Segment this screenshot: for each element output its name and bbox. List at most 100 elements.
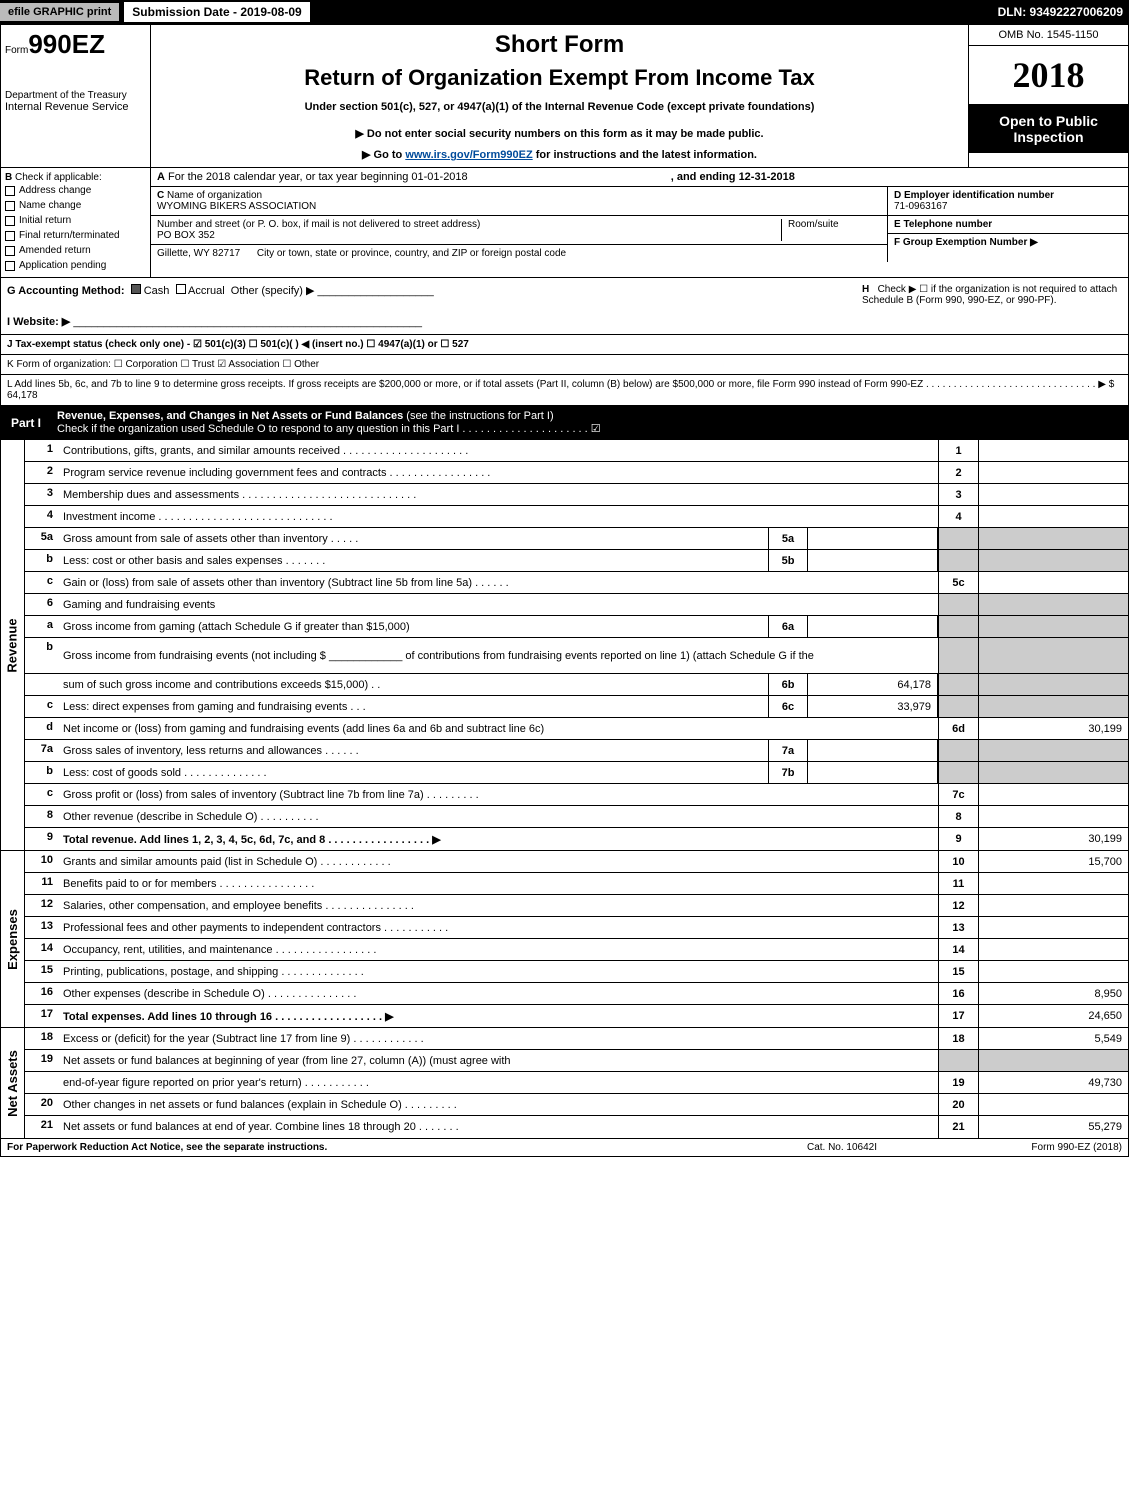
irs-link[interactable]: www.irs.gov/Form990EZ <box>405 149 532 161</box>
line-11-val <box>978 873 1128 894</box>
revenue-side-label: Revenue <box>1 440 25 850</box>
line-13-val <box>978 917 1128 938</box>
row-l: L Add lines 5b, 6c, and 7b to line 9 to … <box>0 375 1129 406</box>
line-13-num: 13 <box>25 917 59 938</box>
application-pending-checkbox[interactable] <box>5 261 15 271</box>
line-19b-val: 49,730 <box>978 1072 1128 1093</box>
revenue-body: 1Contributions, gifts, grants, and simil… <box>25 440 1128 850</box>
line-6a-shaded <box>938 616 978 637</box>
address-change-checkbox[interactable] <box>5 186 15 196</box>
dept-treasury: Department of the Treasury <box>5 90 146 101</box>
city-label: City or town, state or province, country… <box>257 248 566 259</box>
footer-form-ref: Form 990-EZ (2018) <box>942 1142 1122 1153</box>
revenue-section: Revenue 1Contributions, gifts, grants, a… <box>0 440 1129 851</box>
line-6b2-num <box>25 674 59 695</box>
row-j: J Tax-exempt status (check only one) - ☑… <box>0 335 1129 355</box>
f-label: F Group Exemption Number ▶ <box>894 237 1038 248</box>
initial-return-label: Initial return <box>19 215 71 226</box>
name-change-checkbox[interactable] <box>5 201 15 211</box>
line-7a-sub: 7a <box>768 740 808 761</box>
line-5b-shaded <box>938 550 978 571</box>
line-8-box: 8 <box>938 806 978 827</box>
line-13-desc: Professional fees and other payments to … <box>59 917 938 938</box>
go-to-link: ▶ Go to www.irs.gov/Form990EZ for instru… <box>157 148 962 161</box>
d-label: D Employer identification number <box>894 190 1054 201</box>
line-5a-desc: Gross amount from sale of assets other t… <box>59 528 768 549</box>
line-6-shaded-val <box>978 594 1128 615</box>
j-text: J Tax-exempt status (check only one) - ☑… <box>7 339 469 350</box>
k-text: K Form of organization: ☐ Corporation ☐ … <box>7 359 319 370</box>
line-11-box: 11 <box>938 873 978 894</box>
line-17-box: 17 <box>938 1005 978 1027</box>
return-title: Return of Organization Exempt From Incom… <box>157 65 962 91</box>
line-19b-desc: end-of-year figure reported on prior yea… <box>59 1072 938 1093</box>
efile-print-button[interactable]: efile GRAPHIC print <box>0 3 119 21</box>
line-5b-sub: 5b <box>768 550 808 571</box>
line-20-box: 20 <box>938 1094 978 1115</box>
line-7c-num: c <box>25 784 59 805</box>
line-5b-shaded-val <box>978 550 1128 571</box>
line-8-desc: Other revenue (describe in Schedule O) .… <box>59 806 938 827</box>
telephone-box: E Telephone number <box>888 216 1128 234</box>
part-1-check-line: Check if the organization used Schedule … <box>57 423 601 435</box>
line-10-val: 15,700 <box>978 851 1128 872</box>
line-4-box: 4 <box>938 506 978 527</box>
i-website-label: I Website: ▶ <box>7 316 70 328</box>
line-16-num: 16 <box>25 983 59 1004</box>
accrual-checkbox[interactable] <box>176 284 186 294</box>
form-number: 990EZ <box>28 29 105 59</box>
final-return-checkbox[interactable] <box>5 231 15 241</box>
line-6-desc: Gaming and fundraising events <box>59 594 938 615</box>
part-1-title: Revenue, Expenses, and Changes in Net As… <box>51 406 1128 439</box>
line-5a-shaded-val <box>978 528 1128 549</box>
line-5b-subval <box>808 550 938 571</box>
line-17-num: 17 <box>25 1005 59 1027</box>
line-6b2-sub: 6b <box>768 674 808 695</box>
revenue-side-text: Revenue <box>5 618 20 672</box>
line-7b-desc: Less: cost of goods sold . . . . . . . .… <box>59 762 768 783</box>
under-section: Under section 501(c), 527, or 4947(a)(1)… <box>157 101 962 113</box>
line-12-val <box>978 895 1128 916</box>
line-6c-sub: 6c <box>768 696 808 717</box>
amended-return-label: Amended return <box>19 245 91 256</box>
address-change-label: Address change <box>19 185 91 196</box>
part-1-label: Part I <box>1 412 51 434</box>
line-1-desc: Contributions, gifts, grants, and simila… <box>59 440 938 461</box>
line-4-desc: Investment income . . . . . . . . . . . … <box>59 506 938 527</box>
footer-paperwork: For Paperwork Reduction Act Notice, see … <box>7 1142 742 1153</box>
line-1-val <box>978 440 1128 461</box>
part-1-title-bold: Revenue, Expenses, and Changes in Net As… <box>57 410 403 422</box>
amended-return-checkbox[interactable] <box>5 246 15 256</box>
line-6b-num: b <box>25 638 59 673</box>
line-1-box: 1 <box>938 440 978 461</box>
street-label: Number and street (or P. O. box, if mail… <box>157 219 480 230</box>
line-12-box: 12 <box>938 895 978 916</box>
top-bar: efile GRAPHIC print Submission Date - 20… <box>0 0 1129 24</box>
ein-value: 71-0963167 <box>894 201 947 212</box>
section-a-b-c: B Check if applicable: Address change Na… <box>0 168 1129 278</box>
org-name-box: C Name of organization WYOMING BIKERS AS… <box>151 187 888 262</box>
line-6-num: 6 <box>25 594 59 615</box>
calendar-year-row: A For the 2018 calendar year, or tax yea… <box>151 168 1128 187</box>
line-8-num: 8 <box>25 806 59 827</box>
line-7a-subval <box>808 740 938 761</box>
line-6d-num: d <box>25 718 59 739</box>
line-7b-shaded <box>938 762 978 783</box>
initial-return-checkbox[interactable] <box>5 216 15 226</box>
line-6c-desc: Less: direct expenses from gaming and fu… <box>59 696 768 717</box>
line-16-desc: Other expenses (describe in Schedule O) … <box>59 983 938 1004</box>
part-1-header: Part I Revenue, Expenses, and Changes in… <box>0 406 1129 440</box>
go-to-suffix: for instructions and the latest informat… <box>533 149 757 161</box>
line-6c-shaded-val <box>978 696 1128 717</box>
row-k: K Form of organization: ☐ Corporation ☐ … <box>0 355 1129 375</box>
line-15-desc: Printing, publications, postage, and shi… <box>59 961 938 982</box>
c-name-label: Name of organization <box>167 190 262 201</box>
expenses-body: 10Grants and similar amounts paid (list … <box>25 851 1128 1027</box>
line-2-box: 2 <box>938 462 978 483</box>
irs-label: Internal Revenue Service <box>5 101 146 113</box>
city-value: Gillette, WY 82717 <box>157 248 240 259</box>
cash-checkbox[interactable] <box>131 284 141 294</box>
other-specify-label: Other (specify) ▶ <box>231 285 315 297</box>
line-6a-desc: Gross income from gaming (attach Schedul… <box>59 616 768 637</box>
cal-year-text: For the 2018 calendar year, or tax year … <box>168 171 468 183</box>
